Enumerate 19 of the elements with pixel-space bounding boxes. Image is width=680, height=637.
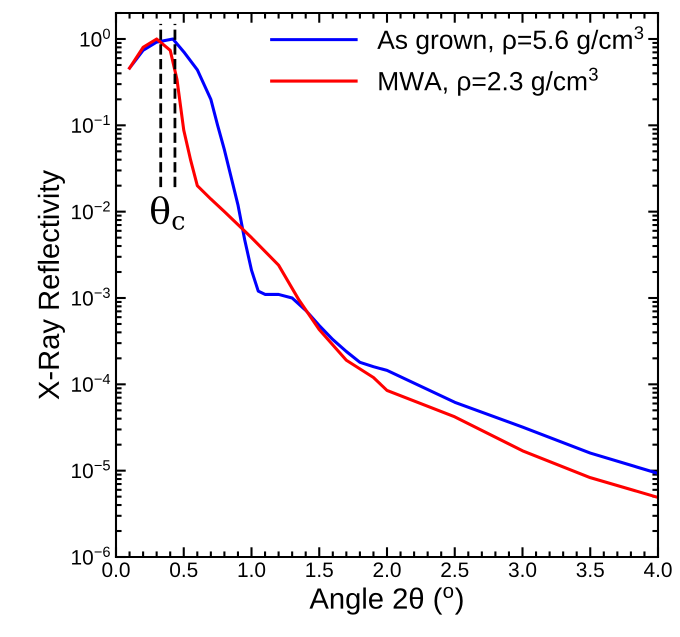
annotation: θ$_{c}$: [151, 196, 184, 230]
y-tick-label: 10$^{0}$: [80, 28, 110, 47]
x-tick-label: 3.5: [576, 562, 604, 578]
x-tick-label: 2.0: [374, 562, 401, 578]
y-axis-title: X-Ray Reflectivity: [38, 170, 65, 400]
x-axis-title: Angle 2θ ($^{o}$): [309, 586, 463, 615]
x-tick-label: 0.5: [170, 562, 198, 578]
y-tick-label: 10$^{−1}$: [72, 114, 110, 133]
legend-label: MWA, ρ=2.3 g/cm$^{3}$: [379, 68, 598, 96]
x-tick-label: 2.5: [441, 562, 468, 578]
legend-label: As grown, ρ=5.6 g/cm$^{3}$: [377, 26, 644, 54]
y-tick-label: 10$^{−5}$: [72, 460, 110, 478]
x-tick-label: 4.0: [644, 562, 672, 578]
y-tick-label: 10$^{−4}$: [72, 374, 110, 392]
y-tick-label: 10$^{−2}$: [72, 201, 110, 220]
x-tick-label: 3.0: [508, 562, 536, 578]
x-tick-label: 1.5: [306, 562, 333, 578]
x-tick-label: 1.0: [238, 562, 266, 578]
y-tick-label: 10$^{−3}$: [72, 288, 110, 306]
